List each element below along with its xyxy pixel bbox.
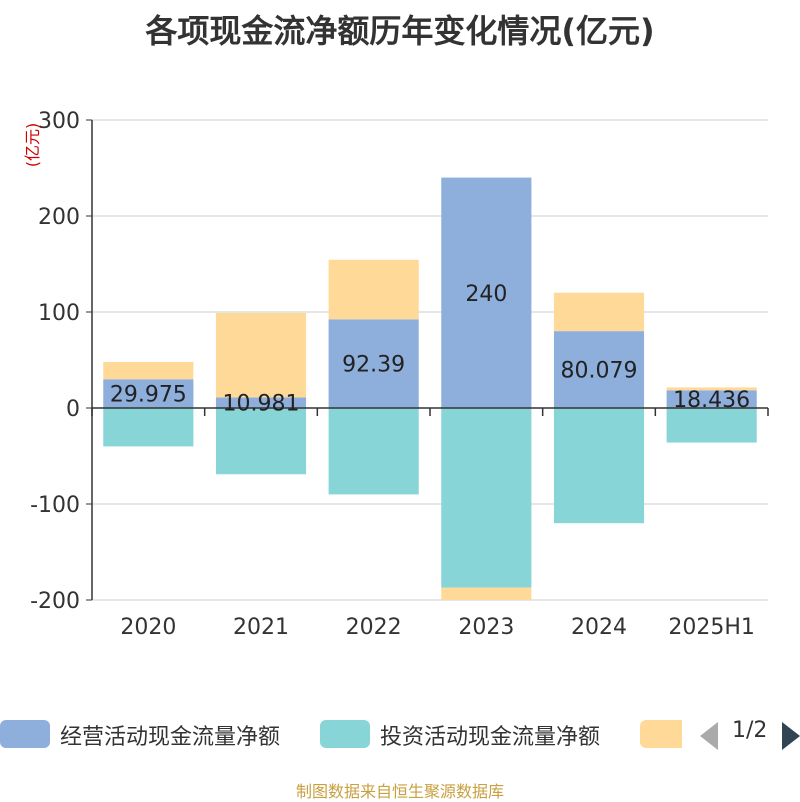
y-tick-label: 100 — [38, 301, 80, 326]
data-source-note: 制图数据来自恒生聚源数据库 — [295, 782, 504, 801]
legend-swatch-operating — [0, 720, 50, 748]
bar-financing-2023 — [441, 587, 532, 600]
bar-financing-2020 — [103, 361, 194, 380]
data-label: 92.39 — [342, 353, 405, 378]
bar-financing-2024 — [553, 292, 645, 332]
legend: 经营活动现金流量净额 投资活动现金流量净额 — [0, 716, 800, 756]
bar-investing-2021 — [215, 408, 307, 475]
legend-prev-page-icon[interactable] — [700, 722, 718, 750]
data-label: 18.436 — [673, 388, 750, 413]
data-label: 10.981 — [223, 392, 300, 417]
y-tick-label: 300 — [38, 109, 80, 134]
legend-label-investing: 投资活动现金流量净额 — [380, 725, 601, 750]
bar-investing-2022 — [328, 408, 419, 495]
x-tick-label: 2023 — [458, 615, 514, 640]
bar-operating-2025H1 — [666, 390, 757, 408]
legend-label-operating: 经营活动现金流量净额 — [60, 725, 281, 750]
bar-investing-2024 — [553, 408, 645, 524]
x-tick-label: 2020 — [120, 615, 176, 640]
y-axis-label: (亿元) — [23, 123, 42, 168]
legend-next-page-icon[interactable] — [782, 722, 800, 750]
x-tick-label: 2025H1 — [668, 615, 755, 640]
bar-operating-2020 — [103, 379, 194, 408]
bar-investing-2020 — [103, 408, 194, 447]
bar-operating-2022 — [328, 319, 419, 408]
y-tick-label: 200 — [38, 205, 80, 230]
x-tick-label: 2021 — [233, 615, 289, 640]
bar-investing-2025H1 — [666, 408, 757, 443]
x-tick-label: 2022 — [346, 615, 402, 640]
chart-area: 300 200 100 0 -100 -200 (亿元) 2020 2021 2022 2023 20… — [23, 109, 769, 640]
bar-investing-2023 — [441, 408, 532, 588]
bar-financing-2025H1 — [666, 387, 757, 391]
y-tick-label: -200 — [30, 589, 80, 614]
bar-operating-2023 — [441, 177, 532, 408]
legend-swatch-financing — [640, 720, 682, 748]
bar-financing-2021 — [215, 312, 307, 398]
data-label: 29.975 — [110, 383, 187, 408]
y-tick-label: 0 — [66, 397, 80, 422]
data-label: 240 — [465, 282, 507, 307]
x-tick-label: 2024 — [571, 615, 627, 640]
chart-title: 各项现金流净额历年变化情况(亿元) — [145, 12, 655, 50]
legend-swatch-investing — [320, 720, 370, 748]
bar-operating-2021 — [215, 397, 307, 408]
data-label: 80.079 — [561, 359, 638, 384]
y-tick-label: -100 — [30, 493, 80, 518]
bar-financing-2022 — [328, 259, 419, 320]
legend-page-indicator: 1/2 — [732, 718, 768, 743]
bar-operating-2024 — [553, 331, 645, 408]
